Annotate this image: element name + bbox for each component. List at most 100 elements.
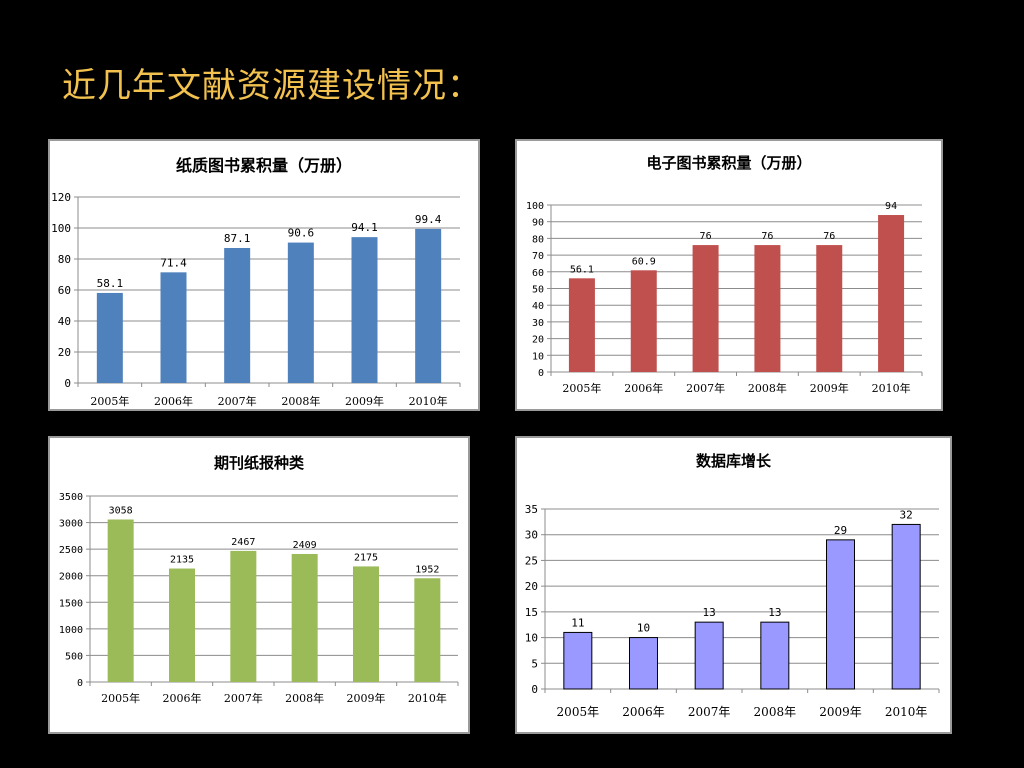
x-tick-label: 2010年 <box>872 381 911 395</box>
x-tick-label: 2010年 <box>885 705 928 719</box>
x-tick-label: 2005年 <box>562 381 601 395</box>
x-tick-label: 2007年 <box>218 394 257 408</box>
data-label: 71.4 <box>160 256 187 269</box>
y-tick-label: 1000 <box>59 625 83 636</box>
data-label: 94 <box>885 201 897 212</box>
y-tick-label: 5 <box>531 657 538 670</box>
y-tick-label: 70 <box>532 251 544 262</box>
bar <box>754 245 781 372</box>
data-label: 29 <box>834 524 847 537</box>
bar <box>878 215 905 372</box>
x-tick-label: 2008年 <box>748 381 787 395</box>
bar <box>692 245 719 372</box>
y-tick-label: 20 <box>532 335 544 346</box>
y-tick-label: 80 <box>58 253 71 266</box>
data-label: 56.1 <box>570 264 594 275</box>
data-label: 76 <box>823 231 835 242</box>
x-tick-label: 2006年 <box>154 394 193 408</box>
data-label: 10 <box>637 622 650 635</box>
chart-databases: 数据库增长 0 5 10 15 20 25 30 35 11 2005年 10 2006年 13 2007年… <box>525 452 940 719</box>
y-tick-label: 40 <box>532 301 544 312</box>
x-tick-label: 2005年 <box>90 394 129 408</box>
x-tick-label: 2010年 <box>409 394 448 408</box>
x-tick-label: 2008年 <box>281 394 320 408</box>
data-label: 94.1 <box>351 221 378 234</box>
data-label: 13 <box>703 606 716 619</box>
chart-paper-books: 纸质图书累积量（万册） 0 20 40 60 80 100 120 58.1 2005年 71.4 2… <box>51 156 461 408</box>
bar <box>816 245 843 372</box>
data-label: 11 <box>571 616 584 629</box>
y-tick-label: 35 <box>525 503 538 516</box>
y-tick-label: 100 <box>51 222 71 235</box>
x-tick-label: 2009年 <box>345 394 384 408</box>
x-tick-label: 2006年 <box>622 705 665 719</box>
chart-panel-periodicals: 期刊纸报种类 0 500 1000 1500 2000 2500 3000 3500 3058 20… <box>48 436 470 734</box>
bar <box>230 550 257 682</box>
y-tick-label: 3500 <box>59 492 83 503</box>
bar <box>160 272 187 383</box>
x-tick-label: 2009年 <box>347 691 386 705</box>
data-label: 58.1 <box>97 277 124 290</box>
bar <box>760 621 790 690</box>
bar <box>169 568 195 682</box>
bar <box>630 270 657 372</box>
y-tick-label: 15 <box>525 606 538 619</box>
bar <box>107 519 134 682</box>
data-label: 13 <box>768 606 781 619</box>
y-tick-label: 30 <box>525 529 538 542</box>
y-tick-label: 2000 <box>59 572 83 583</box>
data-label: 60.9 <box>632 256 656 267</box>
data-label: 2409 <box>293 540 317 551</box>
chart-title: 期刊纸报种类 <box>214 454 305 472</box>
bar <box>415 228 442 383</box>
y-tick-label: 0 <box>538 368 544 379</box>
bar <box>568 278 595 372</box>
data-label: 76 <box>761 231 773 242</box>
y-tick-label: 20 <box>525 580 538 593</box>
bar <box>287 242 314 383</box>
y-tick-label: 100 <box>526 201 544 212</box>
y-tick-label: 10 <box>525 632 538 645</box>
y-tick-label: 0 <box>64 377 71 390</box>
data-label: 3058 <box>109 505 133 516</box>
chart-title: 电子图书累积量（万册） <box>646 154 811 172</box>
bar <box>291 553 318 682</box>
x-tick-label: 2006年 <box>163 691 202 705</box>
y-tick-label: 10 <box>532 351 544 362</box>
x-tick-label: 2005年 <box>101 691 140 705</box>
chart-ebooks: 电子图书累积量（万册） 0 10 20 30 40 50 60 70 80 90 100 56.1 200… <box>526 154 923 395</box>
x-tick-label: 2007年 <box>688 705 731 719</box>
x-tick-label: 2009年 <box>810 381 849 395</box>
y-tick-label: 2500 <box>59 545 83 556</box>
data-label: 2467 <box>231 537 255 548</box>
bar <box>826 539 855 690</box>
y-tick-label: 500 <box>65 651 83 662</box>
data-label: 90.6 <box>288 227 315 240</box>
data-label: 76 <box>700 231 712 242</box>
y-tick-label: 90 <box>532 218 544 229</box>
y-tick-label: 20 <box>58 346 71 359</box>
data-label: 32 <box>900 508 913 521</box>
y-tick-label: 3000 <box>59 519 83 530</box>
y-tick-label: 1500 <box>59 598 83 609</box>
y-tick-label: 0 <box>77 678 83 689</box>
data-label: 2175 <box>354 552 378 563</box>
chart-panel-ebooks: 电子图书累积量（万册） 0 10 20 30 40 50 60 70 80 90 100 56.1 200… <box>515 139 943 411</box>
x-tick-label: 2007年 <box>224 691 263 705</box>
bar <box>224 247 251 383</box>
data-label: 1952 <box>415 564 439 575</box>
y-tick-label: 30 <box>532 318 544 329</box>
chart-periodicals: 期刊纸报种类 0 500 1000 1500 2000 2500 3000 3500 3058 20… <box>59 454 459 705</box>
bar <box>353 566 379 682</box>
x-tick-label: 2009年 <box>819 705 862 719</box>
y-tick-label: 80 <box>532 234 544 245</box>
chart-panel-paper-books: 纸质图书累积量（万册） 0 20 40 60 80 100 120 58.1 2005年 71.4 2… <box>48 139 480 411</box>
bar <box>351 237 378 383</box>
data-label: 87.1 <box>224 232 251 245</box>
y-tick-label: 40 <box>58 315 71 328</box>
chart-title: 数据库增长 <box>696 452 772 470</box>
bar <box>96 292 123 383</box>
bar <box>414 578 441 682</box>
chart-title: 纸质图书累积量（万册） <box>176 156 352 175</box>
y-tick-label: 60 <box>532 268 544 279</box>
